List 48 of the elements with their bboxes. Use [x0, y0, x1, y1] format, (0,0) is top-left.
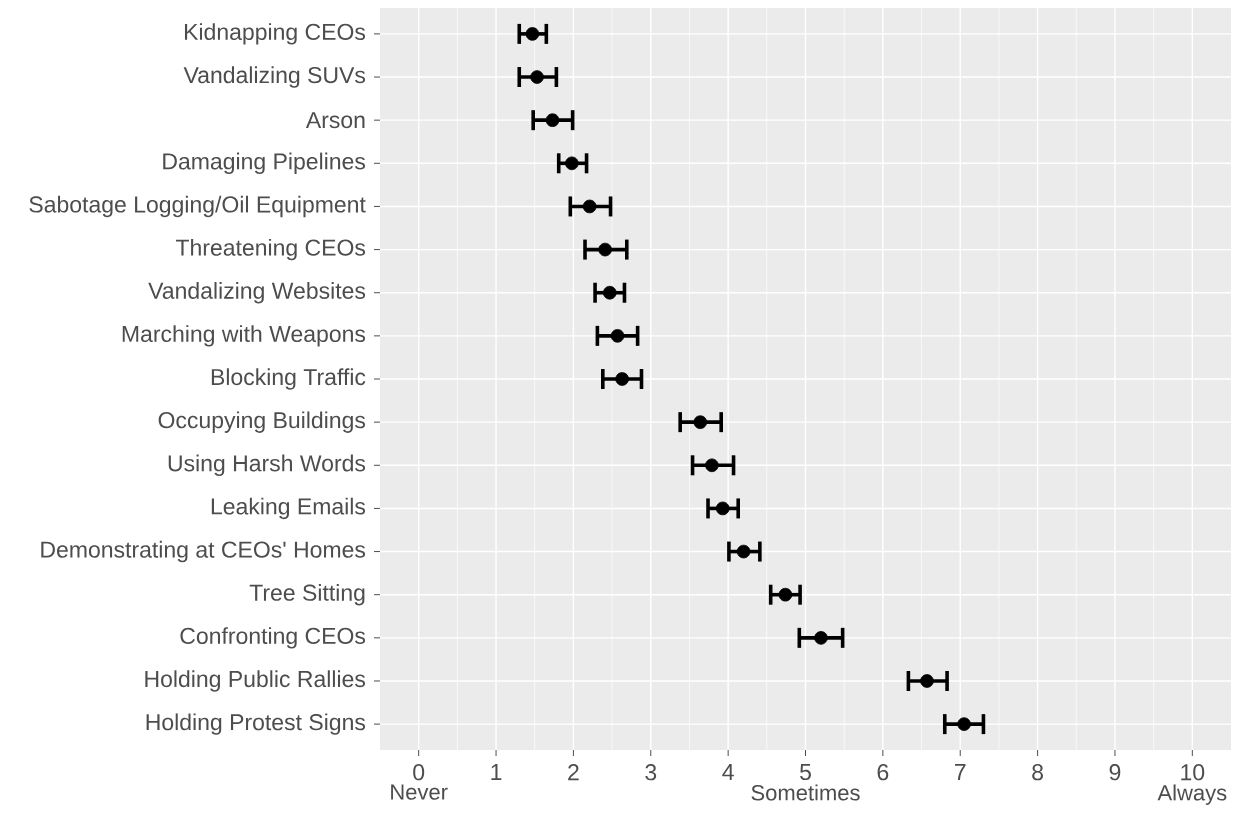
- y-tick-label: Blocking Traffic: [211, 368, 366, 390]
- point: [736, 544, 751, 559]
- y-tick-label: Vandalizing SUVs: [183, 66, 366, 88]
- x-tick-label: 7: [955, 764, 966, 780]
- y-tick-label: Threatening CEOs: [175, 238, 366, 261]
- y-tick-label: Vandalizing Websites: [148, 282, 366, 304]
- point: [615, 372, 629, 386]
- y-tick-label: Holding Public Rallies: [145, 670, 366, 692]
- y-tick-label: Leaking Emails: [211, 497, 366, 520]
- y-tick-label: Sabotage Logging/Oil Equipment: [29, 195, 366, 218]
- point: [814, 631, 828, 645]
- point: [693, 415, 708, 429]
- point: [610, 329, 625, 343]
- point: [598, 242, 612, 257]
- y-tick-label: Using Harsh Words: [168, 454, 366, 477]
- x-tick-label: 4: [722, 764, 734, 780]
- y-tick-label: Kidnapping CEOs: [184, 23, 366, 45]
- point: [957, 717, 971, 731]
- y-tick-label: Holding Protest Signs: [146, 713, 366, 735]
- y-tick-label: Demonstrating at CEOs' Homes: [41, 540, 366, 563]
- x-tick-label: 3: [645, 764, 657, 781]
- x-tick-label: 5: [800, 764, 811, 781]
- y-tick-label: Confronting CEOs: [180, 627, 366, 649]
- point: [705, 458, 719, 473]
- x-tick-label: 0: [413, 764, 425, 781]
- point: [602, 285, 617, 300]
- point: [582, 199, 597, 214]
- point: [530, 70, 544, 84]
- point: [545, 113, 560, 127]
- x-tick-label: 10: [1181, 764, 1205, 781]
- y-tick-label: Damaging Pipelines: [163, 152, 366, 175]
- point: [525, 27, 540, 41]
- x-tick-label: 8: [1032, 764, 1043, 781]
- x-tick-label: 6: [877, 764, 889, 781]
- y-tick-label: Occupying Buildings: [158, 411, 366, 433]
- x-tick-label: 1: [491, 764, 502, 780]
- y-tick-label: Tree Sitting: [249, 584, 365, 606]
- y-tick-label: Arson: [305, 112, 365, 129]
- text: Always: [1157, 784, 1227, 805]
- point: [778, 587, 793, 602]
- y-tick-label: Marching with Weapons: [122, 325, 366, 347]
- point: [920, 674, 934, 688]
- text: Never: [391, 784, 448, 800]
- x-tick-label: 2: [568, 764, 579, 781]
- text: Sometimes: [751, 784, 860, 801]
- x-tick-label: 9: [1109, 764, 1121, 781]
- point: [565, 156, 579, 171]
- point: [715, 501, 730, 516]
